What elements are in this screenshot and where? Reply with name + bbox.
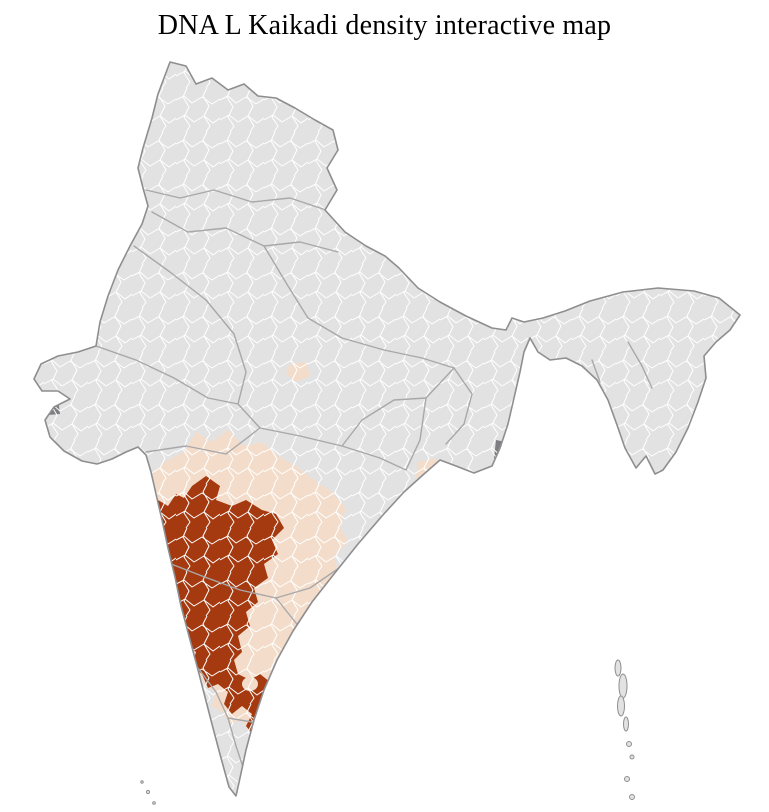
andaman-nicobar-islands[interactable]: [614, 659, 635, 800]
island[interactable]: [629, 754, 635, 760]
lakshadweep-islands[interactable]: [140, 780, 156, 805]
island[interactable]: [140, 780, 144, 784]
island[interactable]: [629, 794, 635, 800]
india-landmass[interactable]: [34, 62, 740, 796]
low-density-patch[interactable]: [242, 677, 258, 691]
island[interactable]: [626, 741, 632, 747]
island[interactable]: [618, 673, 628, 699]
island[interactable]: [152, 801, 156, 805]
island[interactable]: [623, 716, 629, 732]
island[interactable]: [145, 789, 151, 795]
island[interactable]: [614, 659, 622, 677]
no-data-area-east[interactable]: [494, 440, 520, 470]
low-density-patch[interactable]: [416, 458, 444, 484]
no-data-area-west[interactable]: [30, 396, 60, 416]
island[interactable]: [624, 776, 630, 782]
map-title: DNA L Kaikadi density interactive map: [157, 10, 612, 41]
island[interactable]: [617, 695, 625, 717]
